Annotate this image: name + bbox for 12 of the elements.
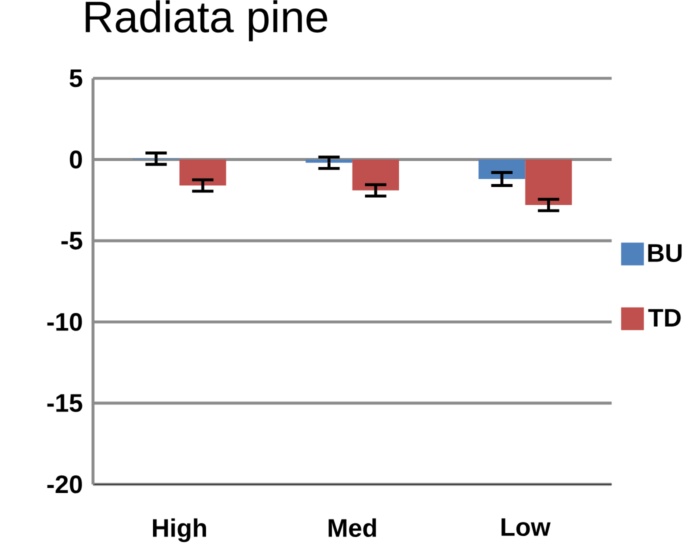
y-tick-label: -15 [47, 394, 82, 412]
x-tick-label: Med [328, 518, 376, 537]
x-tick-label: Low [502, 518, 551, 536]
x-tick-label: High [153, 518, 206, 542]
legend-label: TD [648, 309, 681, 326]
y-tick-label: 5 [70, 69, 82, 88]
y-tick-label: -5 [61, 232, 82, 250]
chart-title: Radiata pine [86, 0, 328, 42]
y-tick-label: -10 [47, 312, 82, 331]
legend-label: BU [648, 244, 682, 262]
y-tick-label: -20 [47, 475, 82, 494]
y-tick-label: 0 [70, 150, 82, 168]
